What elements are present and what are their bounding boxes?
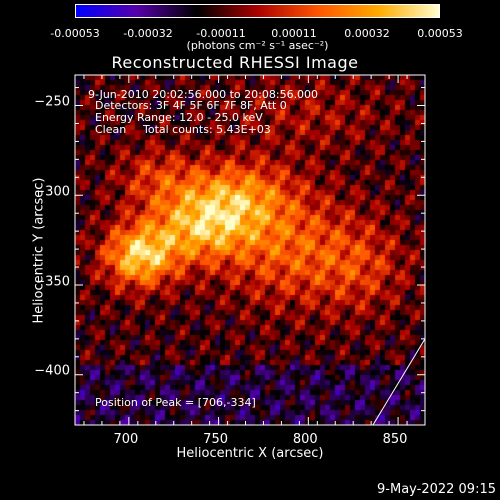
chart-title: Reconstructed RHESSI Image	[111, 53, 359, 72]
y-tick-label: −400	[34, 363, 70, 379]
y-tick-label: −250	[34, 94, 70, 110]
x-tick-label: 700	[113, 432, 139, 447]
x-axis-label: Heliocentric X (arcsec)	[176, 446, 324, 461]
x-tick-label: 800	[292, 432, 318, 447]
footer-date: 9-May-2022 09:15	[377, 482, 496, 497]
clean-label: Clean	[95, 123, 127, 136]
colorbar	[75, 4, 440, 18]
total-counts-annotation: Total counts: 5.43E+03	[143, 123, 271, 136]
x-tick-label: 750	[203, 432, 229, 447]
plot-area: 9-Jun-2010 20:02:56.000 to 20:08:56.000 …	[75, 75, 425, 425]
x-tick-label: 850	[382, 432, 408, 447]
detectors-annotation: Detectors: 3F 4F 5F 6F 7F 8F, Att 0	[95, 99, 287, 112]
colorbar-gradient	[76, 5, 439, 17]
y-tick-label: −300	[34, 184, 70, 200]
peak-position-annotation: Position of Peak = [706,-334]	[95, 396, 256, 409]
energy-range-annotation: Energy Range: 12.0 - 25.0 keV	[95, 111, 263, 124]
y-tick-label: −350	[34, 274, 70, 289]
colorbar-unit-label: (photons cm⁻² s⁻¹ asec⁻²)	[186, 39, 329, 52]
y-axis-label: Heliocentric Y (arcsec)	[31, 177, 47, 324]
